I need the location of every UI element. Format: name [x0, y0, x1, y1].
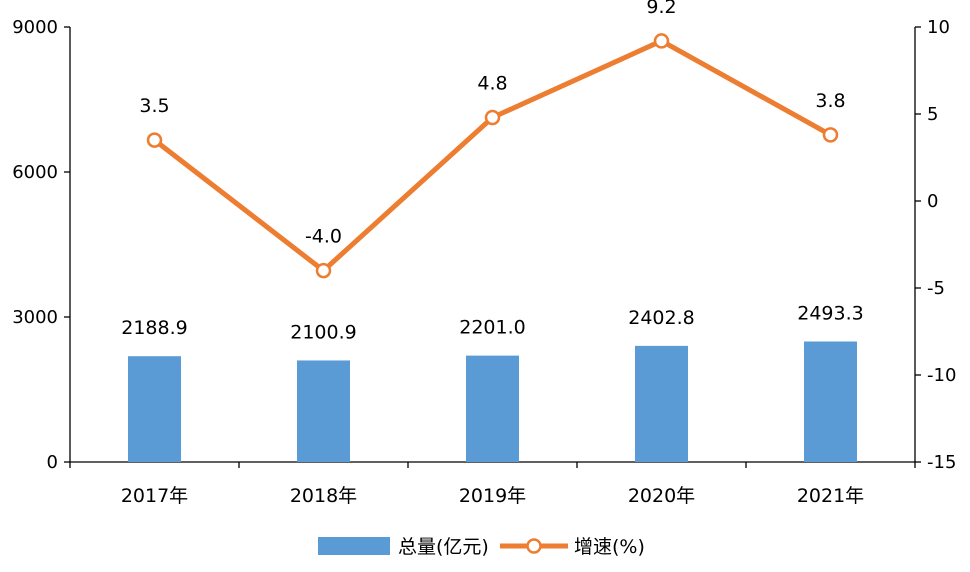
bar [128, 356, 181, 462]
left-tick-label: 6000 [12, 162, 58, 183]
left-tick-label: 9000 [12, 17, 58, 38]
line-point [822, 127, 839, 143]
axes: 0 3000 6000 9000 -15 -10 -5 0 5 10 2017年 2018年 2019年… [12, 17, 956, 507]
x-tick-label: 2018年 [290, 485, 357, 507]
line-point [484, 109, 501, 126]
right-tick-label: 10 [927, 17, 950, 38]
line-point [315, 262, 332, 279]
line-series [146, 33, 839, 279]
right-tick-label: -5 [927, 278, 945, 299]
legend-bar-swatch [318, 537, 390, 555]
x-tick-label: 2020年 [628, 485, 695, 507]
x-tick-label: 2017年 [121, 485, 188, 507]
bar-data-label: 2188.9 [121, 317, 187, 339]
legend-line-marker [526, 538, 542, 554]
bar-data-label: 2493.3 [797, 302, 863, 324]
line-data-label: 4.8 [477, 72, 507, 94]
right-tick-label: -15 [927, 452, 956, 473]
line-point [653, 33, 670, 49]
right-tick-label: -10 [927, 365, 956, 386]
legend: 总量(亿元) 增速(%) [318, 536, 645, 558]
bar [466, 355, 519, 462]
line-data-labels: 3.5 -4.0 4.8 9.2 3.8 [139, 0, 845, 248]
left-tick-label: 3000 [12, 307, 58, 328]
line-data-label: 9.2 [646, 0, 676, 18]
legend-line-label: 增速(%) [574, 536, 645, 558]
bar-data-label: 2402.8 [628, 307, 694, 329]
x-tick-label: 2021年 [797, 485, 864, 507]
bar [635, 345, 688, 462]
line-data-label: 3.8 [815, 90, 845, 112]
right-tick-label: 5 [927, 104, 938, 125]
line-point [146, 132, 163, 148]
bar [297, 360, 350, 462]
line-data-label: 3.5 [139, 95, 169, 117]
bar-data-label: 2100.9 [290, 321, 356, 343]
legend-bar-label: 总量(亿元) [398, 536, 489, 558]
bar-data-labels: 2188.9 2100.9 2201.0 2402.8 2493.3 [121, 302, 863, 343]
left-tick-label: 0 [47, 452, 58, 473]
bar-series [128, 341, 857, 462]
bar [804, 341, 857, 462]
right-tick-label: 0 [927, 191, 938, 212]
bar-data-label: 2201.0 [459, 317, 525, 339]
line-data-label: -4.0 [305, 226, 342, 248]
x-tick-label: 2019年 [459, 485, 526, 507]
